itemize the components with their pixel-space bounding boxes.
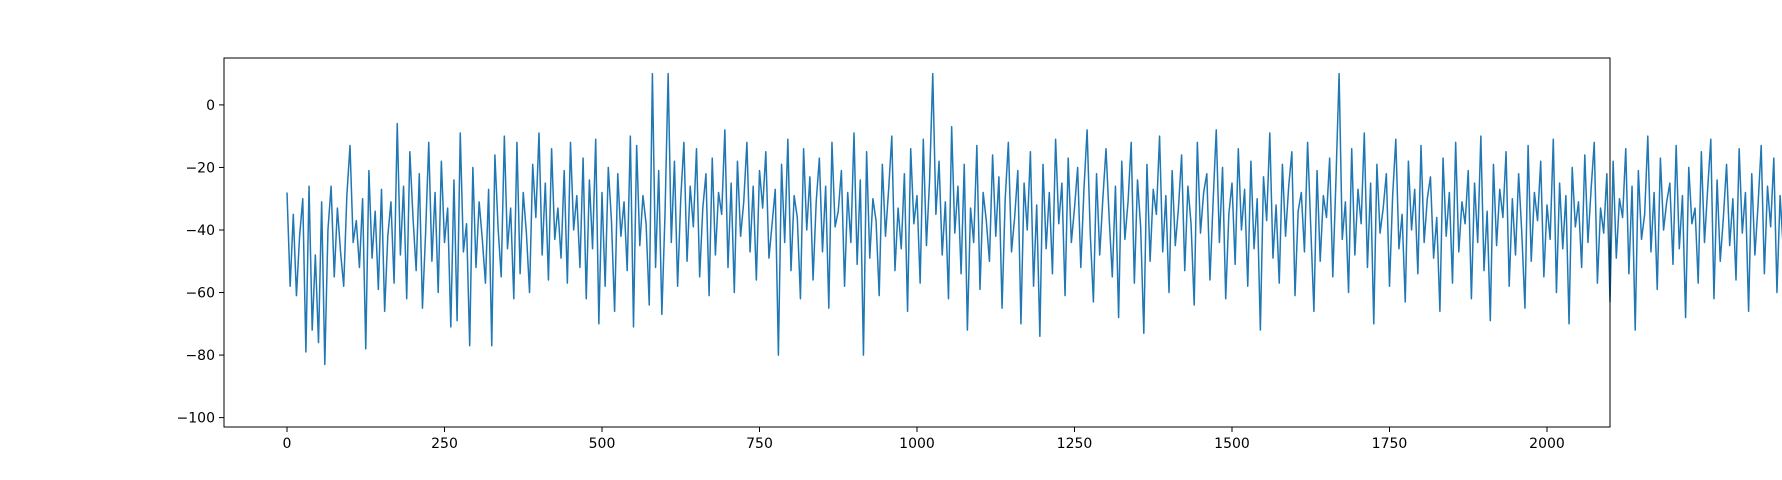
x-tick-label: 2000 [1529, 436, 1565, 452]
y-tick-label: −20 [185, 160, 215, 176]
y-tick-label: −80 [185, 348, 215, 364]
x-tick-label: 1750 [1372, 436, 1408, 452]
series-line-0 [286, 72, 1782, 366]
x-tick-label: 250 [431, 436, 458, 452]
x-axis: 0 250 500 750 1000 1250 1500 1750 2000 [283, 427, 1565, 452]
x-tick-label: 1500 [1214, 436, 1250, 452]
y-tick-label: −60 [185, 286, 215, 302]
series-layer [286, 72, 1782, 366]
y-tick-label: 0 [206, 98, 215, 114]
y-tick-label: −100 [177, 411, 215, 427]
x-tick-label: 500 [589, 436, 616, 452]
x-tick-label: 0 [283, 436, 292, 452]
x-tick-label: 1250 [1057, 436, 1093, 452]
x-tick-label: 1000 [899, 436, 935, 452]
y-axis: 0 −20 −40 −60 −80 −100 [177, 98, 224, 427]
x-tick-label: 750 [746, 436, 773, 452]
y-tick-label: −40 [185, 223, 215, 239]
